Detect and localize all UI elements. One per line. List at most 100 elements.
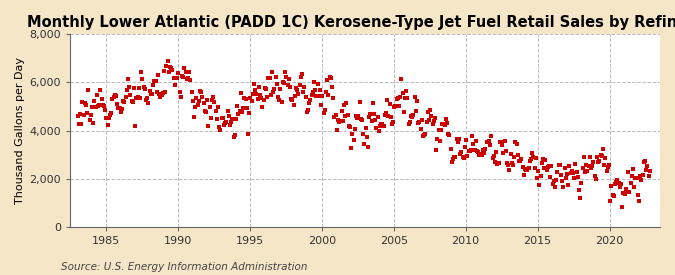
Point <box>180 70 191 74</box>
Point <box>540 158 551 163</box>
Point <box>605 199 616 203</box>
Point <box>270 75 281 79</box>
Point <box>83 88 94 93</box>
Point <box>140 97 151 102</box>
Point <box>97 103 108 108</box>
Point <box>234 109 245 113</box>
Point <box>554 163 564 167</box>
Point <box>637 172 648 177</box>
Point <box>464 149 475 153</box>
Point <box>527 151 538 155</box>
Point <box>222 109 233 113</box>
Point <box>474 153 485 157</box>
Point <box>433 128 444 132</box>
Point <box>541 168 552 172</box>
Point <box>622 190 632 194</box>
Point <box>475 152 486 156</box>
Point <box>185 78 196 82</box>
Point <box>477 153 487 157</box>
Point <box>160 90 171 94</box>
Point <box>481 140 492 144</box>
Point <box>608 194 619 198</box>
Point <box>242 132 253 137</box>
Point <box>520 167 531 171</box>
Point <box>450 155 461 159</box>
Point <box>312 82 323 86</box>
Point <box>136 70 146 74</box>
Point <box>161 64 171 68</box>
Point <box>275 87 286 92</box>
Point <box>591 155 602 160</box>
Point <box>580 169 591 174</box>
Point <box>634 174 645 178</box>
Point <box>144 89 155 93</box>
Point <box>304 101 315 106</box>
Point <box>518 172 529 177</box>
Point <box>299 85 310 90</box>
Point <box>286 97 296 101</box>
Point <box>373 129 384 134</box>
Point <box>153 73 163 77</box>
Point <box>134 96 145 101</box>
Point <box>145 92 156 97</box>
Point <box>469 148 480 152</box>
Point <box>171 76 182 81</box>
Point <box>155 95 166 99</box>
Point <box>643 174 654 178</box>
Point <box>359 142 370 146</box>
Point <box>407 115 418 119</box>
Point <box>106 111 117 116</box>
Point <box>626 174 637 178</box>
Point <box>80 101 90 105</box>
Point <box>463 149 474 154</box>
Point <box>350 127 360 131</box>
Point <box>585 155 595 160</box>
Point <box>233 112 244 116</box>
Point <box>616 182 626 186</box>
Point <box>484 139 495 143</box>
Point <box>91 93 102 97</box>
Point <box>619 192 630 196</box>
Point <box>103 116 114 120</box>
Point <box>265 93 276 98</box>
Point <box>420 132 431 136</box>
Point <box>614 185 625 189</box>
Point <box>210 109 221 113</box>
Point <box>125 93 136 97</box>
Point <box>267 70 277 74</box>
Point <box>89 99 100 103</box>
Point <box>305 98 316 102</box>
Point <box>486 134 497 139</box>
Point <box>271 82 282 86</box>
Point <box>179 65 190 70</box>
Point <box>495 139 506 144</box>
Point <box>188 115 199 119</box>
Point <box>279 70 290 74</box>
Point <box>515 159 526 164</box>
Point <box>623 170 634 174</box>
Point <box>315 88 325 93</box>
Point <box>448 156 458 161</box>
Point <box>242 106 252 110</box>
Point <box>76 121 86 126</box>
Point <box>166 66 177 70</box>
Point <box>246 99 257 103</box>
Point <box>457 155 468 160</box>
Point <box>431 147 441 152</box>
Point <box>322 78 333 82</box>
Point <box>455 152 466 157</box>
Point <box>563 183 574 187</box>
Point <box>331 128 342 133</box>
Point <box>416 118 427 123</box>
Point <box>489 154 500 158</box>
Point <box>632 193 643 197</box>
Point <box>245 96 256 100</box>
Point <box>570 162 580 166</box>
Point <box>82 111 92 115</box>
Point <box>358 132 369 136</box>
Point <box>227 117 238 121</box>
Point <box>107 97 118 101</box>
Point <box>128 100 138 104</box>
Point <box>173 70 184 75</box>
Point <box>199 109 210 114</box>
